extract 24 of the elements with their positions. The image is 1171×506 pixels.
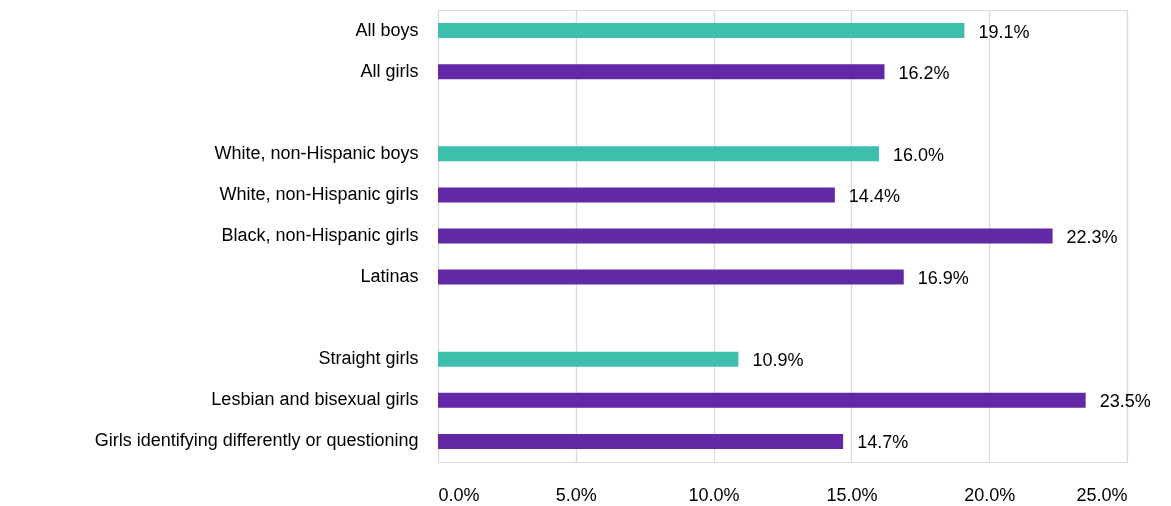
data-label: 16.0% xyxy=(892,144,945,165)
x-tick-label: 10.0% xyxy=(688,484,740,505)
data-label: 16.9% xyxy=(917,268,969,289)
y-tick-label: All girls xyxy=(360,60,419,81)
y-tick-label: Black, non-Hispanic girls xyxy=(221,225,419,245)
data-label: 10.9% xyxy=(752,350,804,371)
x-tick-label: 5.0% xyxy=(555,484,597,505)
y-tick-label: Straight girls xyxy=(318,348,419,369)
data-label: 23.5% xyxy=(1099,391,1151,412)
y-tick-label: White, non-Hispanic boys xyxy=(214,142,419,163)
data-label: 16.2% xyxy=(898,62,950,83)
y-tick-label: Lesbian and bisexual girls xyxy=(211,389,419,410)
y-tick-label: All boys xyxy=(355,19,419,40)
x-tick-label: 25.0% xyxy=(1076,484,1128,505)
data-label: 19.1% xyxy=(978,21,1030,42)
data-label: 14.4% xyxy=(848,185,900,206)
y-tick-label: Girls identifying differently or questioning xyxy=(94,430,419,451)
y-tick-label: White, non-Hispanic girls xyxy=(219,183,419,204)
x-tick-label: 15.0% xyxy=(826,484,878,505)
y-tick-label: Latinas xyxy=(360,266,419,287)
data-label: 14.7% xyxy=(857,432,909,453)
x-tick-label: 20.0% xyxy=(964,484,1016,505)
x-tick-label: 0.0% xyxy=(438,484,480,505)
data-label: 22.3% xyxy=(1066,227,1118,247)
